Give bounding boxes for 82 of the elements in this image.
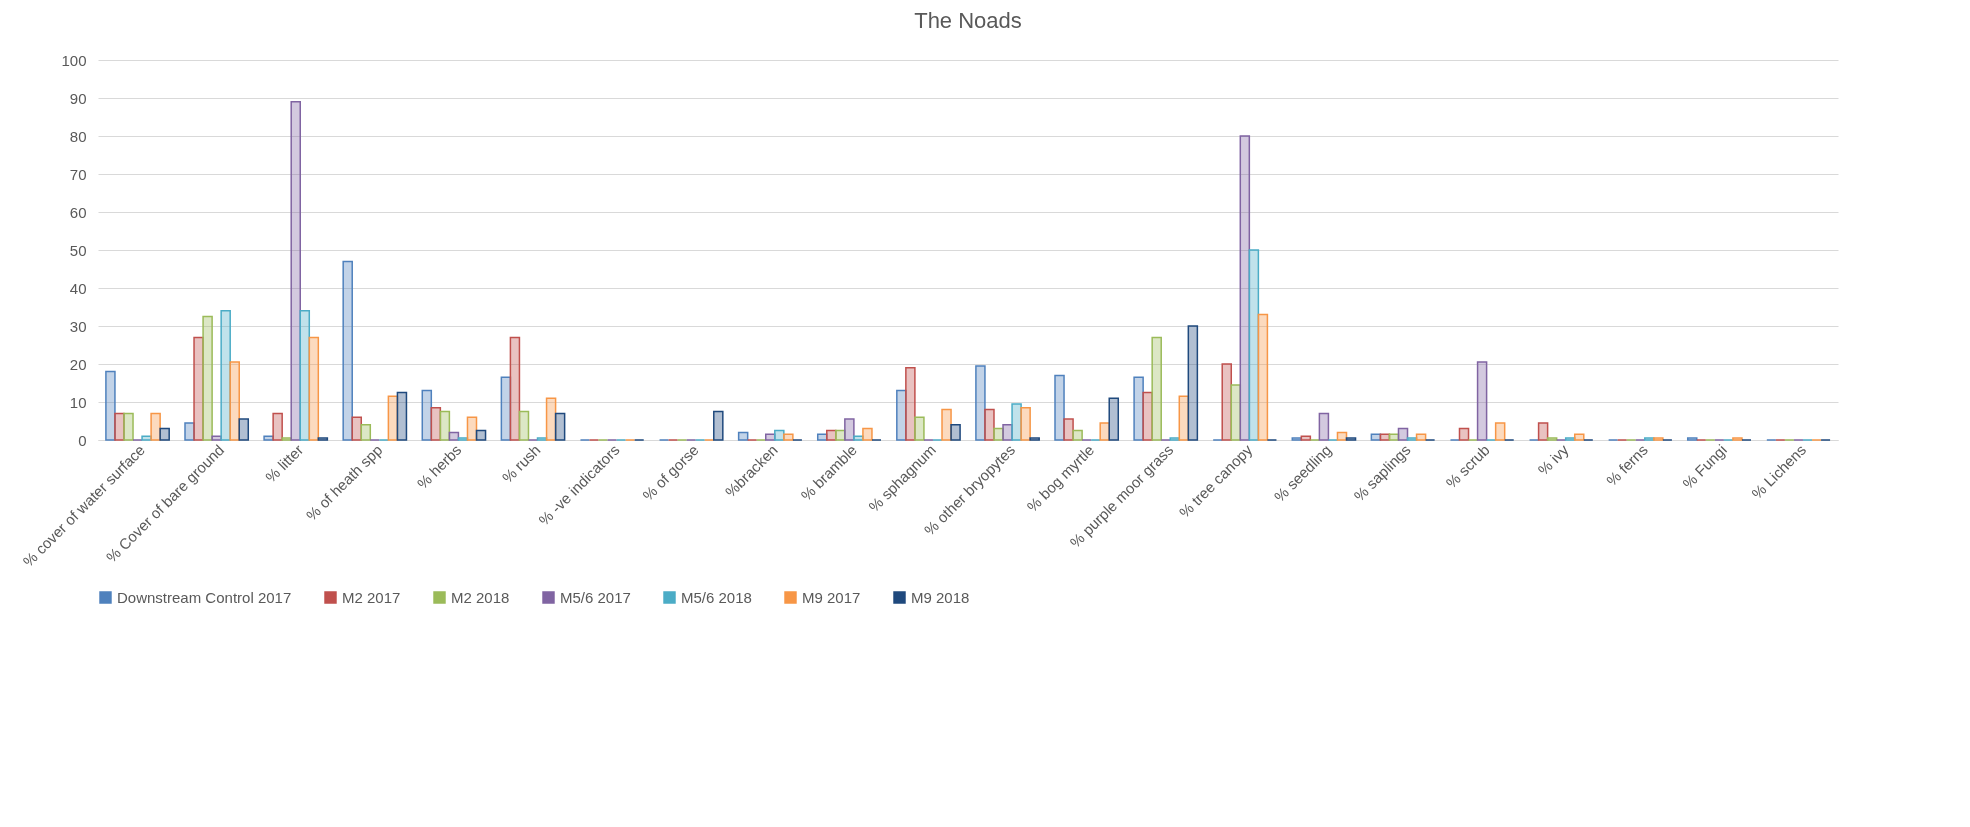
y-tick-label: 70 [69,165,87,183]
bar [862,427,873,441]
bar [853,435,864,441]
bar [360,424,372,441]
bar [518,410,530,441]
bar [1573,433,1585,441]
bar [238,418,250,441]
bar [713,410,724,441]
x-tick-label: % litter [261,441,307,486]
bar [1476,361,1488,441]
legend-label: M9 2018 [911,588,970,606]
bar [351,416,363,441]
y-tick-label: 30 [69,317,87,335]
bar [1494,422,1506,441]
bar [396,391,408,441]
bar [159,427,170,441]
bar [1458,427,1470,441]
bar [1300,435,1312,441]
legend-label: M2 2018 [451,588,510,606]
bar [220,310,231,441]
y-tick-label: 10 [69,393,87,411]
bar [342,260,353,441]
legend-label: M9 2017 [802,588,861,606]
bar [1221,363,1233,441]
bar [1020,406,1031,441]
bar [272,412,283,441]
y-tick-label: 50 [69,241,87,259]
bar [141,435,152,441]
bar [941,408,952,441]
y-tick-label: 60 [69,203,87,221]
bar [1257,313,1269,441]
bar [1133,376,1144,441]
bar [1072,429,1083,441]
bar [1054,374,1065,441]
bar [1537,422,1549,441]
bar [123,412,134,441]
x-tick-label: % ivy [1534,440,1573,479]
bar [308,336,320,441]
legend-label: M2 2017 [342,588,401,606]
bar [229,361,240,441]
y-tick-label: 90 [69,89,87,107]
y-tick-label: 100 [61,51,87,69]
bar [202,315,213,441]
legend-label: M5/6 2018 [681,588,752,606]
bar [1415,433,1427,441]
bar [950,424,961,441]
y-tick-label: 80 [69,127,87,145]
bar [290,101,301,441]
bar [984,408,995,441]
bar [1151,336,1162,441]
bar [1397,427,1409,441]
legend-label: Downstream Control 2017 [117,588,292,606]
bar [1318,412,1330,441]
bar [1108,397,1120,441]
bar [737,431,749,441]
bar [905,367,916,441]
y-tick-label: 40 [69,279,87,297]
bar [975,365,986,441]
bar [105,370,116,441]
bar [844,418,855,441]
legend-label: M5/6 2017 [560,588,631,606]
bar [783,433,794,441]
chart-title: The Noads [914,8,1022,33]
bar [1063,418,1074,441]
bar [1187,325,1199,441]
bar [774,429,785,441]
y-tick-label: 0 [78,431,87,449]
bar [211,435,222,441]
bar [914,416,925,441]
bar [554,412,566,441]
bar [299,310,311,441]
bar [150,412,161,441]
x-tick-label: % rush [498,441,544,487]
bar [448,431,460,441]
bar [466,416,478,441]
bar [263,435,274,441]
bar [475,429,487,441]
bar [1336,431,1348,441]
y-tick-label: 20 [69,355,87,373]
bar [545,397,557,441]
bar [439,410,451,441]
bar [509,336,521,441]
